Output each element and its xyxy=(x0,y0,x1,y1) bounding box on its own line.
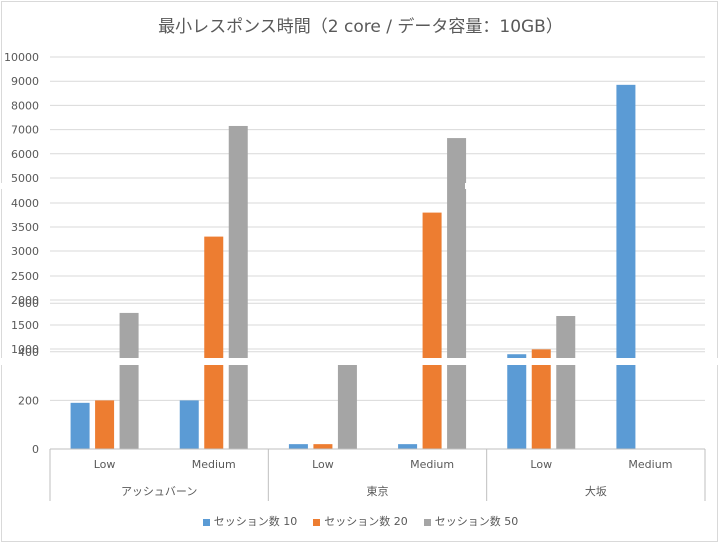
region-label: 大坂 xyxy=(585,484,607,498)
y-tick-label: 3000 xyxy=(11,245,39,258)
bar xyxy=(288,444,308,449)
x-tick-label: Low xyxy=(530,458,552,471)
legend-swatch xyxy=(202,518,210,526)
y-tick-label: 600 xyxy=(18,297,39,310)
legend-item: セッション数 50 xyxy=(423,513,519,529)
y-tick-label: 0 xyxy=(32,443,39,456)
bar xyxy=(531,349,551,449)
y-tick-label: 10000 xyxy=(4,51,39,64)
y-tick-label: 6000 xyxy=(11,148,39,161)
bar xyxy=(228,125,248,449)
bar xyxy=(204,236,224,449)
x-tick-label: Low xyxy=(312,458,334,471)
bar xyxy=(119,312,139,449)
bar xyxy=(313,444,333,449)
y-tick-label: 9000 xyxy=(11,75,39,88)
y-tick-label: 4000 xyxy=(11,197,39,210)
y-tick-label: 7000 xyxy=(11,124,39,137)
y-tick-label: 200 xyxy=(18,394,39,407)
bar xyxy=(70,402,90,449)
chart-title: 最小レスポンス時間（2 core / データ容量：10GB） xyxy=(158,17,563,37)
legend-swatch xyxy=(423,518,431,526)
y-tick-label: 1500 xyxy=(11,319,39,332)
y-tick-label: 2500 xyxy=(11,270,39,283)
axis-break-band xyxy=(0,358,721,365)
bar xyxy=(616,84,636,449)
axis-break-band xyxy=(266,183,273,189)
bar xyxy=(556,316,576,449)
y-tick-label: 5000 xyxy=(11,172,39,185)
legend-item: セッション数 20 xyxy=(313,513,408,529)
legend-label: セッション数 50 xyxy=(434,515,519,528)
bar xyxy=(337,359,357,449)
legend-swatch xyxy=(313,518,321,526)
bar xyxy=(398,444,418,449)
legend-label: セッション数 20 xyxy=(324,515,408,528)
bar xyxy=(95,400,115,449)
legend-label: セッション数 10 xyxy=(213,515,298,528)
x-tick-label: Medium xyxy=(628,458,672,471)
bar xyxy=(507,354,527,449)
y-tick-label: 2000 xyxy=(11,294,39,307)
chart-legend: セッション数 10 セッション数 20 セッション数 50 xyxy=(0,513,721,529)
bar xyxy=(179,400,199,449)
legend-item: セッション数 10 xyxy=(202,513,298,529)
axis-break-band xyxy=(465,183,472,189)
y-tick-label: 1000 xyxy=(11,343,39,356)
x-tick-label: Medium xyxy=(410,458,454,471)
axis-break-band xyxy=(0,183,7,189)
region-label: 東京 xyxy=(367,484,389,498)
x-tick-label: Medium xyxy=(192,458,236,471)
y-tick-label: 3500 xyxy=(11,221,39,234)
y-tick-label: 400 xyxy=(18,346,39,359)
region-label: アッシュバーン xyxy=(121,485,197,498)
bar xyxy=(422,212,442,449)
x-tick-label: Low xyxy=(94,458,116,471)
y-tick-label: 8000 xyxy=(11,99,39,112)
bar xyxy=(447,138,467,449)
